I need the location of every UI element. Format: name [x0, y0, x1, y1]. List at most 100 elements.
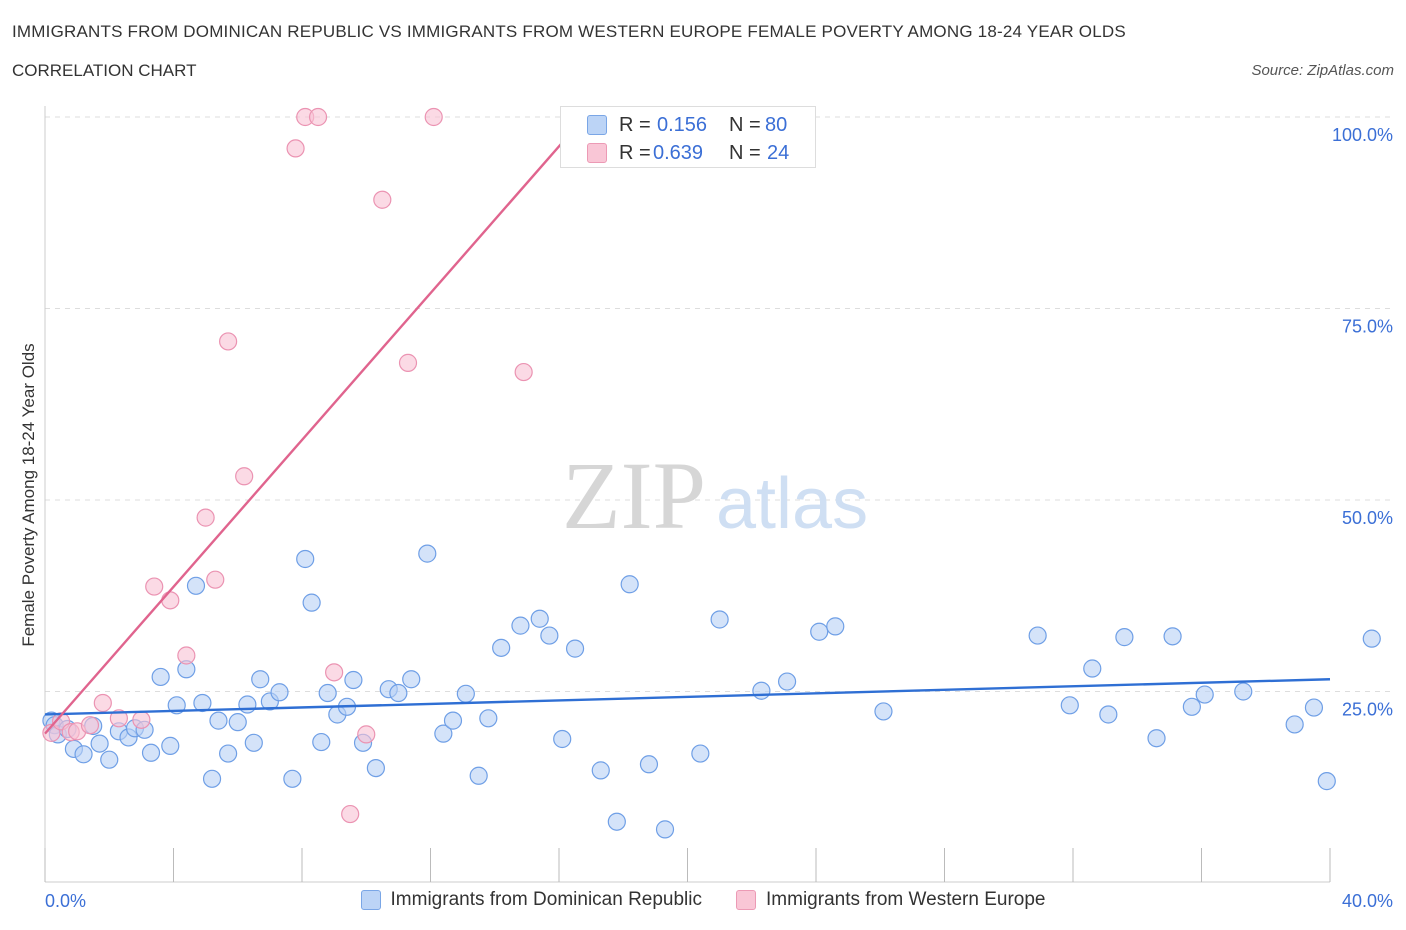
western-europe-point: [177, 646, 196, 665]
western-europe-point: [206, 570, 225, 589]
western-europe-point: [219, 332, 238, 351]
dominican-point: [691, 744, 710, 763]
r-label: R =: [619, 141, 651, 164]
r-value: 0.639: [653, 141, 704, 164]
dominican-point: [186, 576, 206, 595]
dominican-point: [402, 670, 421, 689]
dominican-point: [1083, 659, 1102, 678]
stats-legend: R = 0.156 N = 80 R = 0.639 N = 24: [560, 106, 816, 168]
dominican-point: [344, 670, 363, 690]
y-axis-title: Female Poverty Among 18-24 Year Olds: [19, 343, 38, 646]
y-tick-label: 100.0%: [1332, 125, 1393, 145]
western-europe-point: [196, 508, 215, 527]
dominican-point: [530, 609, 549, 628]
dominican-point: [202, 769, 222, 788]
chart-title: IMMIGRANTS FROM DOMINICAN REPUBLIC VS IM…: [12, 22, 1126, 41]
x-tick-label: 0.0%: [45, 891, 86, 911]
dominican-point: [1285, 715, 1304, 734]
dominican-point: [655, 820, 675, 839]
r-label: R =: [619, 113, 651, 136]
dominican-point: [874, 702, 893, 721]
dominican-point: [492, 638, 511, 657]
source-label: Source: ZipAtlas.com: [1251, 62, 1394, 79]
dominican-point: [161, 736, 180, 755]
legend-item-dominican[interactable]: Immigrants from Dominican Republic: [360, 889, 703, 911]
western-europe-point: [109, 709, 128, 728]
n-label: N =: [729, 113, 761, 136]
dominican-point: [639, 755, 659, 774]
dominican-point: [244, 733, 263, 752]
dominican-point: [318, 683, 337, 703]
dominican-point: [434, 724, 453, 743]
dominican-point: [456, 684, 475, 703]
y-tick-label: 75.0%: [1342, 317, 1393, 337]
r-value: 0.156: [657, 113, 708, 136]
tick-labels: 25.0% 50.0% 75.0% 100.0% 0.0% 40.0%: [45, 125, 1393, 911]
western-europe-point: [424, 107, 443, 127]
watermark-zip: ZIP: [562, 442, 706, 549]
dominican-point: [479, 709, 498, 728]
dominican-point: [90, 734, 109, 753]
dominican-point: [74, 745, 93, 764]
dominican-point: [620, 575, 639, 594]
pink-swatch: [587, 143, 607, 163]
y-tick-label: 25.0%: [1342, 700, 1393, 720]
dominican-point: [418, 544, 437, 563]
western-europe-point: [80, 716, 100, 735]
dominican-point: [607, 812, 626, 831]
dominican-point: [167, 696, 186, 715]
dominican-point: [1147, 729, 1166, 748]
dominican-point: [1362, 629, 1381, 648]
dominican-point: [1163, 627, 1182, 646]
dominican-point: [1099, 705, 1118, 724]
watermark-atlas: atlas: [716, 464, 868, 544]
y-tick-label: 50.0%: [1342, 508, 1393, 528]
legend-label: Immigrants from Dominican Republic: [390, 889, 703, 910]
western-europe-point: [357, 725, 376, 744]
dominican-point: [1304, 698, 1324, 717]
series-legend: Immigrants from Dominican Republic Immig…: [0, 889, 1406, 911]
legend-item-western-europe[interactable]: Immigrants from Western Europe: [736, 889, 1045, 911]
dominican-point: [1060, 696, 1079, 715]
watermark: ZIP atlas: [562, 442, 868, 549]
dominican-point: [710, 610, 729, 629]
dominican-point: [228, 713, 247, 732]
dominican-point: [296, 549, 315, 569]
western-europe-point: [286, 139, 305, 158]
western-europe-point: [161, 591, 180, 610]
dominican-point: [443, 711, 463, 730]
western-europe-point: [325, 663, 344, 682]
western-europe-point: [93, 693, 112, 713]
dominican-point: [312, 732, 331, 752]
dominican-trend-line: [44, 678, 1331, 716]
dominican-point: [251, 670, 270, 689]
dominican-point: [151, 667, 170, 687]
x-tick-label: 40.0%: [1342, 891, 1393, 911]
dominican-point: [193, 693, 212, 713]
dominican-point: [1182, 697, 1201, 716]
western-europe-point: [341, 804, 360, 824]
western-europe-point: [145, 577, 164, 596]
western-europe-point: [398, 353, 418, 372]
dominican-point: [389, 683, 408, 703]
dominican-point: [270, 683, 289, 702]
dominican-point: [591, 761, 610, 780]
dominican-point: [141, 743, 161, 762]
chart-subtitle: CORRELATION CHART: [12, 61, 197, 80]
dominican-point: [1115, 628, 1134, 647]
grid-lines: [45, 116, 1393, 692]
pink-swatch: [736, 890, 757, 910]
western-europe-point: [514, 362, 533, 382]
dominican-point: [826, 617, 845, 636]
dominican-point: [100, 750, 119, 769]
dominican-point: [366, 758, 385, 778]
dominican-point: [283, 769, 302, 788]
blue-swatch: [587, 115, 607, 135]
blue-swatch: [360, 890, 381, 910]
dominican-point: [777, 672, 797, 691]
western-europe-point: [308, 107, 328, 127]
dominican-point: [540, 626, 559, 645]
western-europe-point: [235, 467, 254, 486]
trend-lines: [44, 116, 1331, 735]
